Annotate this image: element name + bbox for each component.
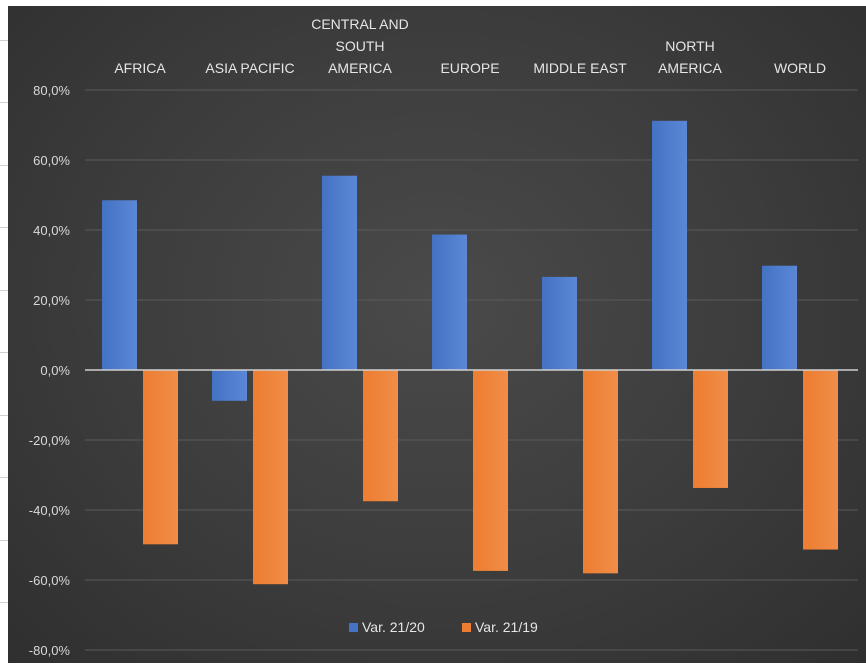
bar-var-21-19-asia-pacific (253, 370, 288, 585)
category-label-line: AFRICA (114, 60, 166, 76)
bar-var-21-20-central-and-south-america (322, 175, 357, 370)
category-label-line: MIDDLE EAST (533, 60, 627, 76)
bar-var-21-20-africa (102, 200, 137, 370)
y-tick-label: 60,0% (33, 153, 70, 168)
legend-label: Var. 21/19 (475, 619, 538, 635)
y-tick-label: 40,0% (33, 223, 70, 238)
bar-var-21-20-asia-pacific (212, 370, 247, 401)
category-label-line: CENTRAL AND (311, 16, 409, 32)
sheet-gridline (0, 415, 8, 416)
category-labels: AFRICA ASIA PACIFIC CENTRAL AND SOUTH AMERIC… (114, 16, 826, 76)
y-tick-label: -80,0% (29, 643, 71, 658)
bar-var-21-20-europe (432, 234, 467, 370)
category-label-line: WORLD (774, 60, 826, 76)
sheet-gridline (0, 102, 8, 103)
bar-var-21-20-middle-east (542, 276, 577, 370)
y-tick-label: 80,0% (33, 83, 70, 98)
category-label-line: ASIA PACIFIC (205, 60, 294, 76)
category-label: CENTRAL AND SOUTH AMERICA (311, 16, 409, 76)
category-label: EUROPE (440, 60, 499, 76)
bar-var-21-20-world (762, 265, 797, 370)
y-tick-label: 0,0% (40, 363, 70, 378)
chart-area: 80,0% 60,0% 40,0% 20,0% 0,0% -20,0% -40,0% -60,… (8, 6, 866, 663)
bar-var-21-20-north-america (652, 120, 687, 370)
category-label-line: NORTH (665, 38, 715, 54)
legend-label: Var. 21/20 (362, 619, 425, 635)
sheet-gridline (0, 352, 8, 353)
sheet-gridline (0, 227, 8, 228)
sheet-gridline (0, 602, 8, 603)
bar-var-21-19-central-and-south-america (363, 370, 398, 502)
category-label: AFRICA (114, 60, 166, 76)
sheet-gridline (0, 165, 8, 166)
sheet-gridline (0, 40, 8, 41)
bar-chart: 80,0% 60,0% 40,0% 20,0% 0,0% -20,0% -40,0% -60,… (29, 16, 858, 658)
category-label: ASIA PACIFIC (205, 60, 294, 76)
category-label: MIDDLE EAST (533, 60, 627, 76)
category-label-line: SOUTH (336, 38, 385, 54)
bars (102, 120, 838, 585)
bar-var-21-19-world (803, 370, 838, 550)
sheet-gridline (0, 290, 8, 291)
sheet-gridline (0, 540, 8, 541)
sheet-gridline (0, 477, 8, 478)
category-label-line: AMERICA (328, 60, 392, 76)
category-label: WORLD (774, 60, 826, 76)
bar-var-21-19-africa (143, 370, 178, 545)
legend-swatch (349, 623, 358, 632)
bar-var-21-19-middle-east (583, 370, 618, 574)
bar-var-21-19-europe (473, 370, 508, 571)
category-label-line: EUROPE (440, 60, 499, 76)
y-tick-label: -20,0% (29, 433, 71, 448)
bar-var-21-19-north-america (693, 370, 728, 488)
y-axis-tick-labels: 80,0% 60,0% 40,0% 20,0% 0,0% -20,0% -40,0% -60,… (29, 83, 71, 658)
category-label-line: AMERICA (658, 60, 722, 76)
legend: Var. 21/20 Var. 21/19 (349, 619, 538, 635)
y-tick-label: -60,0% (29, 573, 71, 588)
y-tick-label: -40,0% (29, 503, 71, 518)
legend-swatch (462, 623, 471, 632)
category-label: NORTH AMERICA (658, 38, 722, 76)
y-tick-label: 20,0% (33, 293, 70, 308)
